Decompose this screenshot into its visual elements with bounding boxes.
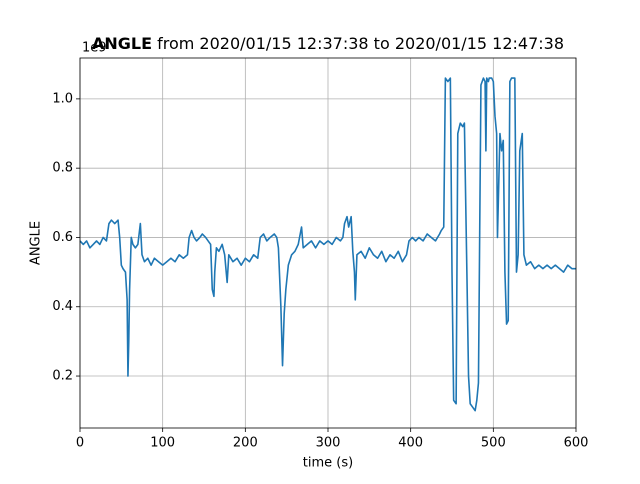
y-tick-label: 0.2 [52,369,73,384]
plot-frame [79,57,577,429]
x-tick-label: 300 [316,436,341,451]
x-tick-label: 600 [564,436,589,451]
title-bold: ANGLE [92,34,152,53]
x-tick-label: 100 [150,436,175,451]
y-tick-label: 0.4 [52,299,73,314]
y-axis-label: ANGLE [29,221,44,265]
x-axis-label: time (s) [303,456,353,471]
x-tick-label: 500 [481,436,506,451]
y-tick-label: 0.8 [52,161,73,176]
title-rest: from 2020/01/15 12:37:38 to 2020/01/15 1… [157,34,564,53]
y-offset-text: 1e9 [82,41,107,56]
y-tick-label: 1.0 [52,91,73,106]
y-tick-label: 0.6 [52,230,73,245]
chart-title: ANGLE from 2020/01/15 12:37:38 to 2020/0… [92,34,564,53]
data-line [79,77,576,412]
x-tick-label: 400 [398,436,423,451]
x-tick-label: 200 [233,436,258,451]
x-tick-label: 0 [76,436,84,451]
